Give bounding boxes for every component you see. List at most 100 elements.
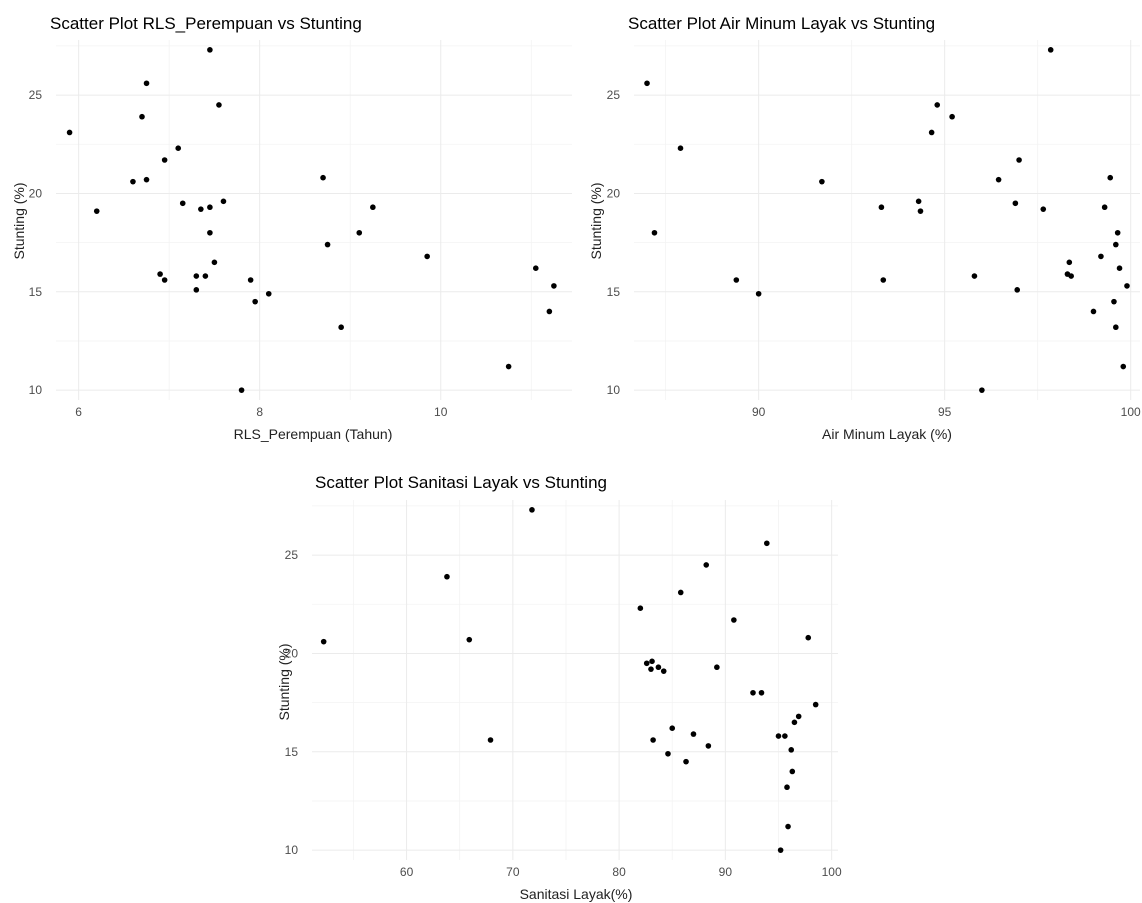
data-point (1014, 287, 1021, 293)
data-point (207, 204, 213, 211)
data-point (795, 713, 802, 720)
data-point (193, 287, 200, 293)
data-point (179, 200, 186, 207)
y-tick-label: 15 (285, 745, 299, 759)
x-tick-label: 90 (719, 865, 733, 879)
grid (312, 500, 838, 860)
data-point (466, 636, 473, 643)
data-point (157, 271, 163, 277)
data-point (324, 241, 331, 248)
data-point (1066, 259, 1073, 266)
data-point (750, 689, 756, 696)
data-point (789, 768, 796, 775)
data-point (650, 737, 656, 743)
y-tick-label: 25 (285, 548, 299, 562)
y-axis-title: Stunting (%) (11, 182, 27, 259)
data-point (175, 145, 182, 151)
data-point (995, 176, 1002, 183)
y-tick-label: 20 (607, 186, 621, 200)
data-point (505, 363, 512, 370)
data-point (764, 540, 770, 547)
data-point (677, 589, 684, 596)
data-point (211, 259, 218, 266)
data-point (775, 733, 782, 739)
data-point (487, 737, 494, 743)
data-point (1068, 273, 1074, 279)
y-tick-label: 15 (607, 285, 621, 299)
data-point (1114, 229, 1121, 236)
data-point (238, 387, 245, 393)
data-point (917, 208, 924, 214)
data-point (193, 273, 200, 279)
data-points (644, 47, 1130, 393)
data-point (207, 229, 213, 236)
data-point (928, 129, 935, 136)
data-point (669, 725, 676, 731)
data-point (677, 145, 684, 151)
data-point (644, 80, 650, 87)
data-point (731, 617, 737, 623)
x-axis-title: Sanitasi Layak(%) (520, 886, 633, 902)
data-points (66, 47, 557, 393)
x-tick-label: 6 (75, 405, 82, 419)
data-point (161, 277, 168, 283)
data-point (915, 198, 922, 205)
data-point (161, 157, 168, 163)
data-point (320, 638, 327, 645)
data-point (66, 129, 73, 136)
data-point (777, 847, 784, 853)
data-point (703, 562, 710, 568)
data-point (880, 277, 887, 283)
data-point (788, 747, 795, 753)
data-point (637, 605, 644, 611)
data-point (1120, 363, 1127, 370)
data-points (320, 507, 819, 853)
data-point (971, 273, 978, 279)
data-point (1111, 298, 1117, 305)
data-point (1101, 204, 1108, 211)
data-point (1040, 206, 1047, 212)
x-tick-label: 95 (938, 405, 952, 419)
y-tick-label: 25 (607, 88, 621, 102)
data-point (690, 731, 697, 737)
data-point (139, 113, 145, 120)
data-point (529, 507, 535, 513)
y-tick-label: 15 (29, 285, 43, 299)
data-point (812, 701, 819, 708)
data-point (643, 660, 650, 667)
data-point (247, 277, 254, 283)
data-point (370, 204, 376, 211)
data-point (878, 204, 885, 211)
tick-labels: 6 8 10 10 15 20 25 (29, 88, 448, 419)
x-tick-label: 10 (434, 405, 448, 419)
data-point (143, 80, 150, 87)
data-point (130, 178, 136, 185)
data-point (648, 666, 654, 672)
data-point (93, 208, 100, 214)
data-point (651, 229, 658, 236)
data-point (705, 743, 712, 749)
data-point (782, 733, 788, 739)
data-point (819, 178, 825, 185)
data-point (1090, 308, 1097, 315)
data-point (424, 253, 430, 260)
data-point (220, 198, 227, 205)
x-tick-label: 90 (752, 405, 766, 419)
x-tick-label: 70 (506, 865, 520, 879)
x-axis-title: Air Minum Layak (%) (822, 426, 952, 442)
data-point (207, 47, 213, 53)
x-tick-label: 60 (400, 865, 414, 879)
data-point (1107, 174, 1114, 181)
chart-title: Scatter Plot Air Minum Layak vs Stunting (628, 14, 935, 33)
data-point (649, 658, 655, 665)
y-axis-title: Stunting (%) (588, 182, 604, 259)
data-point (660, 668, 667, 674)
y-tick-label: 25 (29, 88, 43, 102)
data-point (338, 324, 344, 331)
y-tick-label: 10 (29, 383, 43, 397)
data-point (1116, 265, 1123, 271)
data-point (1016, 157, 1022, 163)
data-point (320, 174, 326, 181)
grid (56, 40, 572, 400)
data-point (934, 102, 941, 108)
